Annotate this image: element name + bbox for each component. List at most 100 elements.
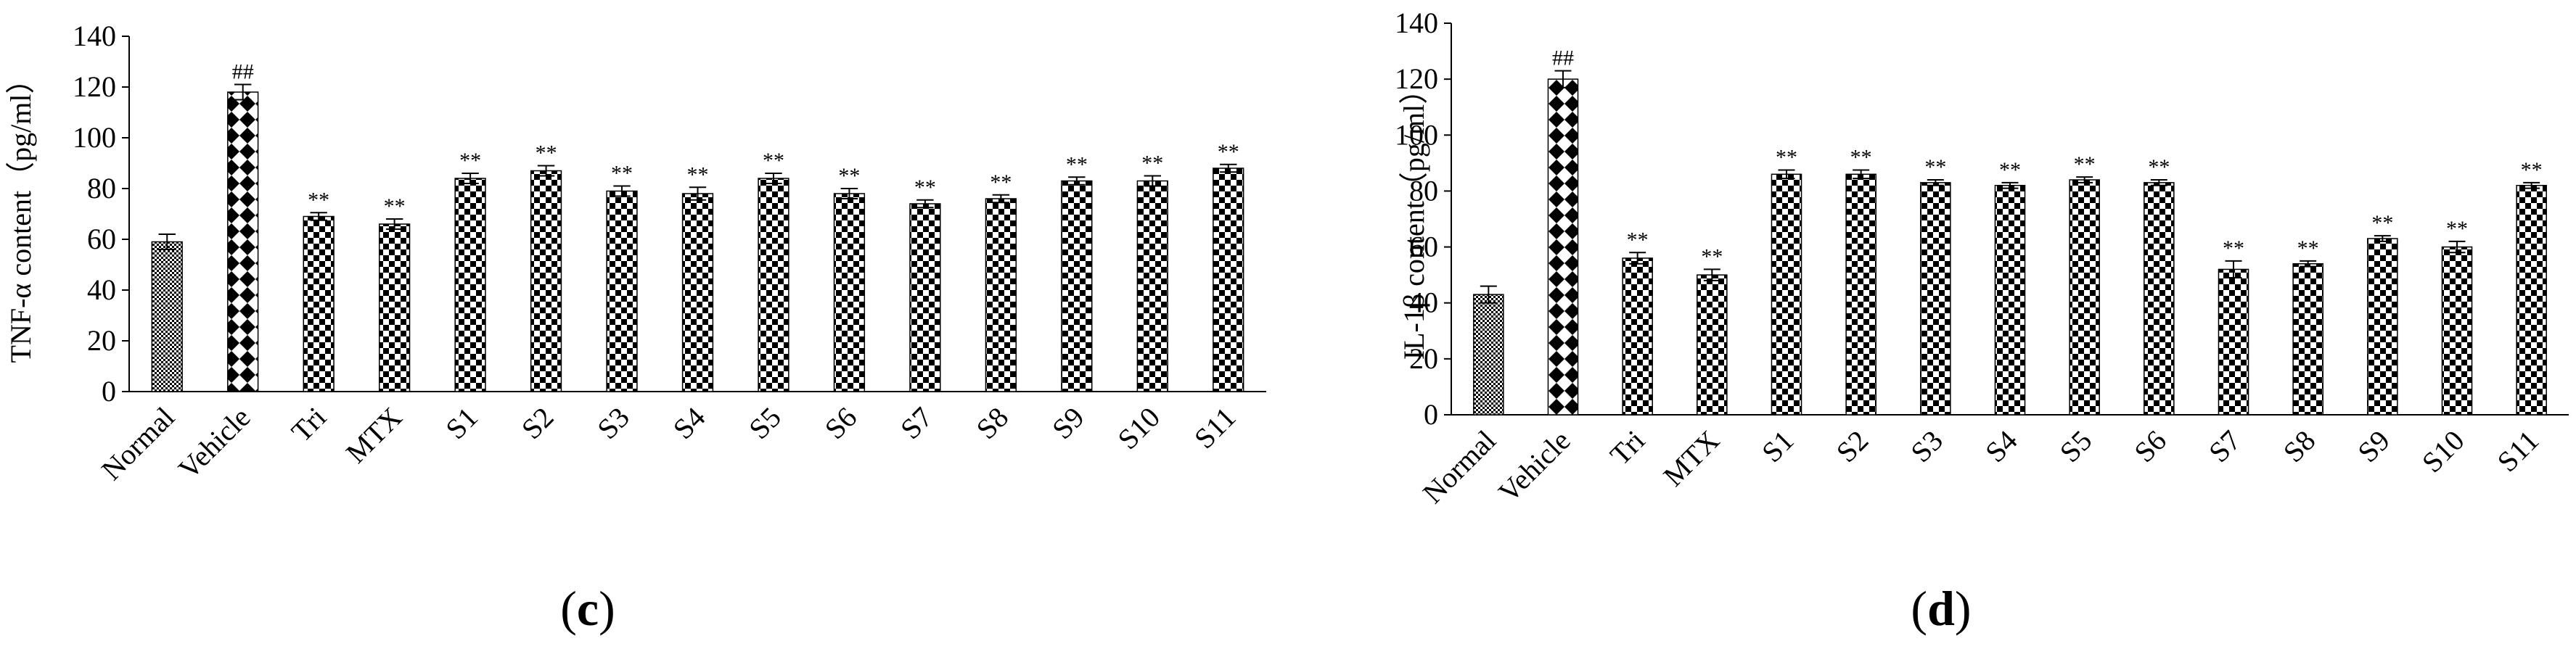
- bar-s5: [758, 178, 789, 392]
- significance-label: **: [838, 164, 860, 188]
- y-tick-label: 20: [87, 324, 116, 357]
- bar-s2: [530, 170, 562, 392]
- category-label: S1: [1755, 424, 1800, 469]
- category-label: S6: [2128, 424, 2173, 469]
- bar-s8: [985, 198, 1017, 392]
- bar-mtx: [378, 223, 411, 392]
- chart-il-1beta: 0 20 40 60 80 100 120 140 IL-1β content（pg/ml） No…: [1395, 7, 2569, 636]
- category-label: S3: [591, 401, 636, 446]
- significance-label: **: [611, 162, 633, 186]
- category-label: MTX: [1657, 423, 1726, 492]
- significance-label: **: [763, 149, 784, 173]
- significance-label: **: [1850, 146, 1872, 170]
- bar-normal: [1473, 294, 1504, 416]
- y-axis-label: TNF-α content（pg/ml）: [4, 65, 37, 363]
- category-label: S2: [1830, 424, 1875, 469]
- significance-label: **: [990, 170, 1012, 194]
- y-tick-label: 80: [1409, 174, 1438, 207]
- y-tick-label: 60: [1409, 231, 1438, 263]
- y-tick-label: 140: [1395, 7, 1438, 39]
- significance-label: ##: [232, 60, 254, 84]
- bar-s9: [1061, 180, 1093, 392]
- bar-s1: [454, 178, 486, 392]
- category-label: Tri: [1604, 424, 1651, 471]
- category-label: S5: [742, 401, 787, 446]
- category-label: S9: [1046, 401, 1091, 446]
- y-tick-label: 80: [87, 172, 116, 204]
- significance-label: **: [1066, 152, 1088, 176]
- significance-label: **: [536, 141, 557, 165]
- category-label: Normal: [1416, 424, 1502, 510]
- category-label: Tri: [285, 401, 332, 448]
- bar-vehicle: [227, 91, 259, 392]
- category-label: Vehicle: [172, 401, 257, 486]
- y-tick-label: 140: [73, 20, 116, 52]
- bar-s3: [1920, 182, 1951, 416]
- significance-label: **: [1924, 155, 1946, 179]
- significance-label: **: [2446, 217, 2468, 241]
- category-label: S8: [2277, 424, 2322, 469]
- category-label: S6: [819, 401, 864, 446]
- significance-label: **: [384, 194, 406, 218]
- bar-s6: [2144, 182, 2175, 416]
- significance-label: **: [2074, 152, 2096, 176]
- bar-s11: [2516, 184, 2547, 416]
- bar-s3: [606, 190, 638, 392]
- bar-tri: [1622, 257, 1653, 416]
- bar-vehicle: [1547, 78, 1579, 416]
- category-label: S10: [1111, 401, 1166, 456]
- bar-s4: [1994, 184, 2026, 416]
- category-label: S11: [2491, 424, 2546, 479]
- panel-label: (c): [560, 581, 615, 636]
- bar-s7: [909, 203, 941, 392]
- bar-s10: [2441, 246, 2473, 416]
- category-label: Normal: [95, 401, 181, 487]
- y-axis-label: IL-1β content（pg/ml）: [1398, 75, 1430, 360]
- bar-tri: [303, 215, 335, 392]
- category-label: S9: [2351, 424, 2396, 469]
- y-tick-label: 100: [1395, 118, 1438, 151]
- y-tick-label: 0: [1424, 398, 1438, 431]
- bar-s9: [2367, 238, 2398, 416]
- bar-s6: [833, 193, 866, 392]
- y-tick-label: 60: [87, 223, 116, 255]
- y-tick-label: 40: [1409, 286, 1438, 319]
- bar-s7: [2218, 268, 2249, 416]
- significance-label: **: [2297, 236, 2319, 260]
- category-label: S8: [970, 401, 1015, 446]
- significance-label: **: [1999, 158, 2021, 182]
- significance-label: **: [914, 175, 936, 199]
- category-label: S2: [515, 401, 560, 446]
- significance-label: **: [2148, 155, 2170, 179]
- bar-s1: [1771, 173, 1802, 416]
- category-label: MTX: [340, 400, 409, 469]
- bar-s5: [2069, 179, 2100, 416]
- y-tick-label: 100: [73, 121, 116, 154]
- category-label: S5: [2054, 424, 2099, 469]
- bar-s4: [681, 193, 714, 392]
- y-tick-label: 20: [1409, 342, 1438, 375]
- significance-label: **: [459, 149, 481, 173]
- category-label: S4: [667, 401, 712, 446]
- significance-label: **: [2223, 236, 2244, 260]
- bar-s2: [1845, 173, 1876, 416]
- bar-s11: [1213, 168, 1244, 392]
- chart-tnf-alpha: 0 20 40 60 80 100 120 140 TNF-α content（pg/ml） No…: [4, 20, 1266, 636]
- significance-label: **: [1776, 146, 1797, 170]
- significance-label: **: [1627, 228, 1649, 252]
- y-tick-label: 120: [1395, 62, 1438, 95]
- significance-label: **: [308, 188, 329, 212]
- bar-mtx: [1697, 274, 1728, 416]
- y-tick-label: 40: [87, 273, 116, 306]
- significance-label: **: [1701, 244, 1723, 268]
- bar-normal: [151, 241, 183, 392]
- category-label: S10: [2416, 424, 2471, 479]
- category-label: S11: [1188, 401, 1242, 455]
- significance-label: **: [1141, 152, 1163, 175]
- category-label: Vehicle: [1492, 424, 1577, 509]
- category-label: S4: [1979, 424, 2024, 469]
- bar-s10: [1136, 180, 1168, 392]
- panel-label: (d): [1911, 581, 1971, 636]
- category-label: S3: [1904, 424, 1949, 469]
